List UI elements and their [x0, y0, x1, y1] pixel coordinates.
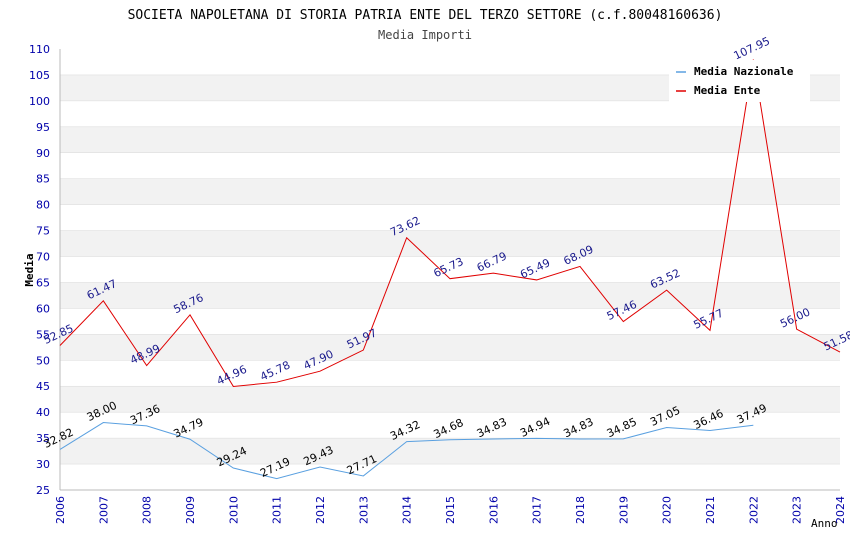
y-tick-label: 80 — [36, 199, 50, 212]
series-line-media-nazionale — [59, 422, 754, 480]
y-tick-label: 90 — [36, 147, 50, 160]
y-tick-label: 25 — [36, 484, 50, 497]
y-tick-label: 30 — [36, 458, 50, 471]
y-tick-label: 40 — [36, 406, 50, 419]
x-tick-label: 2007 — [97, 496, 110, 524]
grid-band — [60, 282, 840, 309]
y-tick-label: 60 — [36, 302, 50, 315]
y-tick-label: 35 — [36, 432, 50, 445]
x-tick-label: 2024 — [834, 496, 847, 524]
x-tick-labels: 2006 2007 2008 2009 2010 2011 2012 2013 2014 2015… — [54, 496, 847, 524]
x-tick-label: 2022 — [747, 496, 760, 524]
x-tick-label: 2010 — [227, 496, 240, 524]
grid-band — [60, 178, 840, 205]
x-tick-label: 2008 — [141, 496, 154, 524]
grid-band — [60, 438, 840, 465]
y-tick-label: 75 — [36, 225, 50, 238]
x-tick-label: 2019 — [617, 496, 630, 524]
y-tick-label: 95 — [36, 121, 50, 134]
x-axis-label: Anno — [811, 517, 838, 530]
data-label: 34.94 — [518, 415, 552, 440]
series-line-media-ente — [59, 59, 841, 387]
data-label: 56.00 — [778, 305, 812, 330]
data-label: 34.83 — [475, 415, 509, 440]
legend: Media Nazionale Media Ente — [669, 60, 810, 102]
y-tick-label: 50 — [36, 354, 50, 367]
x-tick-label: 2011 — [271, 496, 284, 524]
y-tick-label: 65 — [36, 276, 50, 289]
x-tick-label: 2018 — [574, 496, 587, 524]
data-label: 65.49 — [518, 256, 552, 281]
y-tick-label: 105 — [29, 69, 50, 82]
data-label: 34.68 — [431, 416, 465, 441]
x-tick-label: 2017 — [531, 496, 544, 524]
series-lines — [59, 59, 841, 480]
grid-band — [60, 126, 840, 153]
x-tick-label: 2013 — [357, 496, 370, 524]
legend-box — [669, 60, 810, 102]
x-tick-label: 2021 — [704, 496, 717, 524]
grid-band — [60, 334, 840, 361]
x-tick-label: 2020 — [661, 496, 674, 524]
chart-subtitle: Media Importi — [378, 28, 472, 42]
x-tick-label: 2006 — [54, 496, 67, 524]
grid-band — [60, 230, 840, 257]
x-tick-label: 2012 — [314, 496, 327, 524]
y-tick-label: 110 — [29, 43, 50, 56]
x-tick-label: 2023 — [791, 496, 804, 524]
grid-band — [60, 386, 840, 413]
y-tick-label: 45 — [36, 380, 50, 393]
data-label: 65.73 — [431, 255, 465, 280]
x-tick-label: 2009 — [184, 496, 197, 524]
y-tick-label: 100 — [29, 95, 50, 108]
x-tick-label: 2014 — [401, 496, 414, 524]
data-label: 55.77 — [691, 307, 725, 332]
axes — [59, 49, 840, 491]
chart-title: SOCIETA NAPOLETANA DI STORIA PATRIA ENTE… — [128, 8, 723, 23]
y-tick-label: 70 — [36, 251, 50, 264]
y-tick-label: 55 — [36, 328, 50, 341]
y-axis-label: Media — [23, 253, 36, 286]
data-label: 107.95 — [732, 34, 772, 62]
data-label: 34.83 — [561, 415, 595, 440]
legend-label-nazionale: Media Nazionale — [694, 65, 794, 78]
x-tick-label: 2016 — [487, 496, 500, 524]
legend-label-ente: Media Ente — [694, 84, 761, 97]
y-tick-labels: 25 30 35 40 45 50 55 60 65 70 75 80 85 90 95 100 105 110 — [29, 43, 50, 497]
x-tick-label: 2015 — [444, 496, 457, 524]
data-label: 34.79 — [171, 415, 205, 440]
y-tick-label: 85 — [36, 173, 50, 186]
